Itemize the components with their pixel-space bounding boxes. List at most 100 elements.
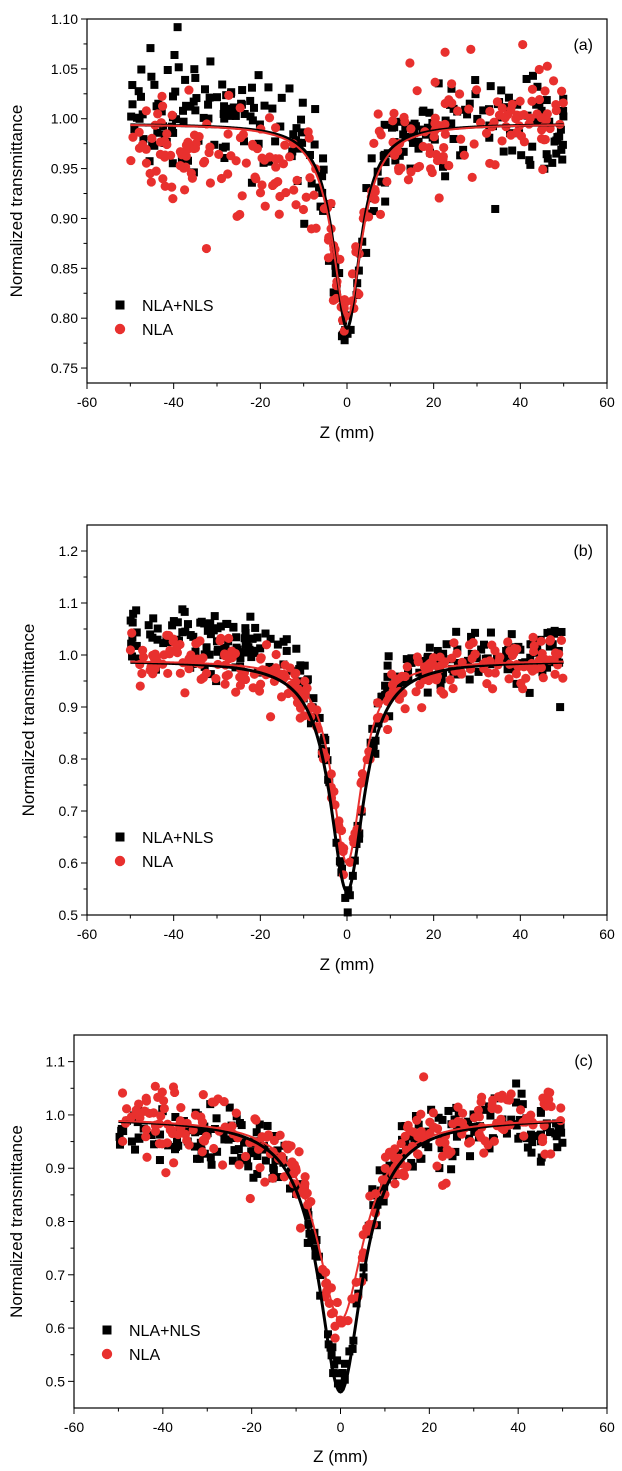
data-point [536, 1157, 545, 1166]
legend-label: NLA+NLS [142, 830, 214, 847]
data-point [543, 1087, 553, 1097]
y-tick-label: 0.8 [46, 1214, 66, 1230]
x-tick-label: 40 [513, 394, 529, 410]
data-point [261, 629, 270, 638]
data-point [130, 125, 139, 134]
data-point [141, 1093, 151, 1103]
legend-label: NLA+NLS [129, 1323, 201, 1340]
data-point [175, 161, 185, 171]
data-point [557, 627, 566, 636]
data-point [497, 86, 506, 95]
data-point [158, 1096, 169, 1106]
fit-curve-nla [130, 660, 564, 865]
data-point [474, 1112, 484, 1122]
data-point [444, 160, 454, 171]
data-point [227, 104, 236, 113]
data-point [517, 1089, 526, 1098]
data-point [518, 1100, 527, 1109]
data-point [135, 681, 145, 691]
data-point [330, 1360, 339, 1369]
data-point [362, 248, 371, 257]
data-point [559, 112, 568, 121]
data-point [146, 662, 156, 672]
data-point [282, 646, 291, 655]
data-point [160, 150, 170, 160]
data-point [502, 1129, 511, 1138]
data-point [280, 660, 290, 670]
data-point [414, 144, 423, 153]
y-tick-label: 1.10 [51, 11, 78, 27]
data-point [514, 1134, 523, 1143]
data-point [235, 672, 245, 682]
data-point [294, 1147, 304, 1157]
data-point [169, 128, 178, 137]
data-point [400, 1131, 410, 1141]
data-point [490, 668, 500, 678]
data-point [253, 633, 262, 642]
data-point [408, 1162, 417, 1171]
panel-label: (b) [573, 543, 593, 560]
data-point [390, 150, 400, 160]
data-point [247, 83, 256, 92]
data-point [128, 633, 137, 642]
data-point [354, 266, 363, 275]
data-point [418, 141, 428, 152]
data-point [552, 1119, 561, 1128]
data-point [170, 1087, 180, 1098]
data-point [365, 1191, 375, 1201]
data-point [492, 97, 503, 107]
data-point [183, 156, 192, 165]
legend-marker-square [115, 300, 125, 310]
data-point [172, 648, 182, 658]
data-point [148, 140, 157, 149]
data-point [437, 675, 446, 684]
data-point [292, 175, 302, 185]
data-point [515, 96, 525, 106]
data-point [407, 658, 416, 667]
data-point [186, 102, 195, 111]
data-point [369, 138, 379, 148]
data-point [400, 704, 410, 714]
x-tick-label: 60 [599, 394, 615, 410]
data-point [527, 84, 538, 94]
data-point [538, 164, 548, 175]
data-point [265, 157, 274, 166]
x-tick-label: 40 [510, 1419, 526, 1435]
data-point [173, 23, 182, 32]
legend: NLA+NLS NLA [114, 298, 214, 339]
data-point [229, 109, 238, 118]
data-point [226, 151, 236, 161]
data-point [297, 115, 306, 124]
data-point [209, 1143, 219, 1154]
data-point [151, 166, 161, 176]
legend: NLA+NLS NLA [101, 1323, 201, 1364]
data-point [159, 1103, 169, 1114]
data-point [438, 1115, 447, 1124]
data-point [370, 194, 380, 204]
x-tick-label: -40 [164, 926, 184, 942]
data-point [543, 663, 552, 672]
data-point [279, 637, 288, 646]
data-point [546, 1149, 556, 1159]
chart-panel-c: -60 -40 -20 0 20 40 60 0.5 0.6 0.7 0.8 0.9 1.0 1.1 Z (… [7, 1034, 615, 1466]
data-point [426, 164, 436, 174]
data-point [254, 686, 265, 696]
data-point [141, 158, 152, 168]
data-point [199, 113, 208, 122]
data-point [373, 1200, 382, 1209]
data-point [305, 1219, 314, 1228]
data-point [477, 1092, 487, 1102]
data-point [522, 74, 531, 83]
data-point [393, 1149, 402, 1158]
data-point [138, 652, 149, 662]
data-point [369, 207, 378, 216]
data-point [163, 65, 172, 74]
data-point [168, 92, 177, 101]
data-point [306, 719, 315, 728]
data-point [146, 177, 156, 187]
data-point [466, 1152, 475, 1161]
data-point [161, 1168, 171, 1178]
data-point [298, 98, 307, 107]
data-point [216, 173, 227, 184]
data-point [247, 653, 256, 662]
